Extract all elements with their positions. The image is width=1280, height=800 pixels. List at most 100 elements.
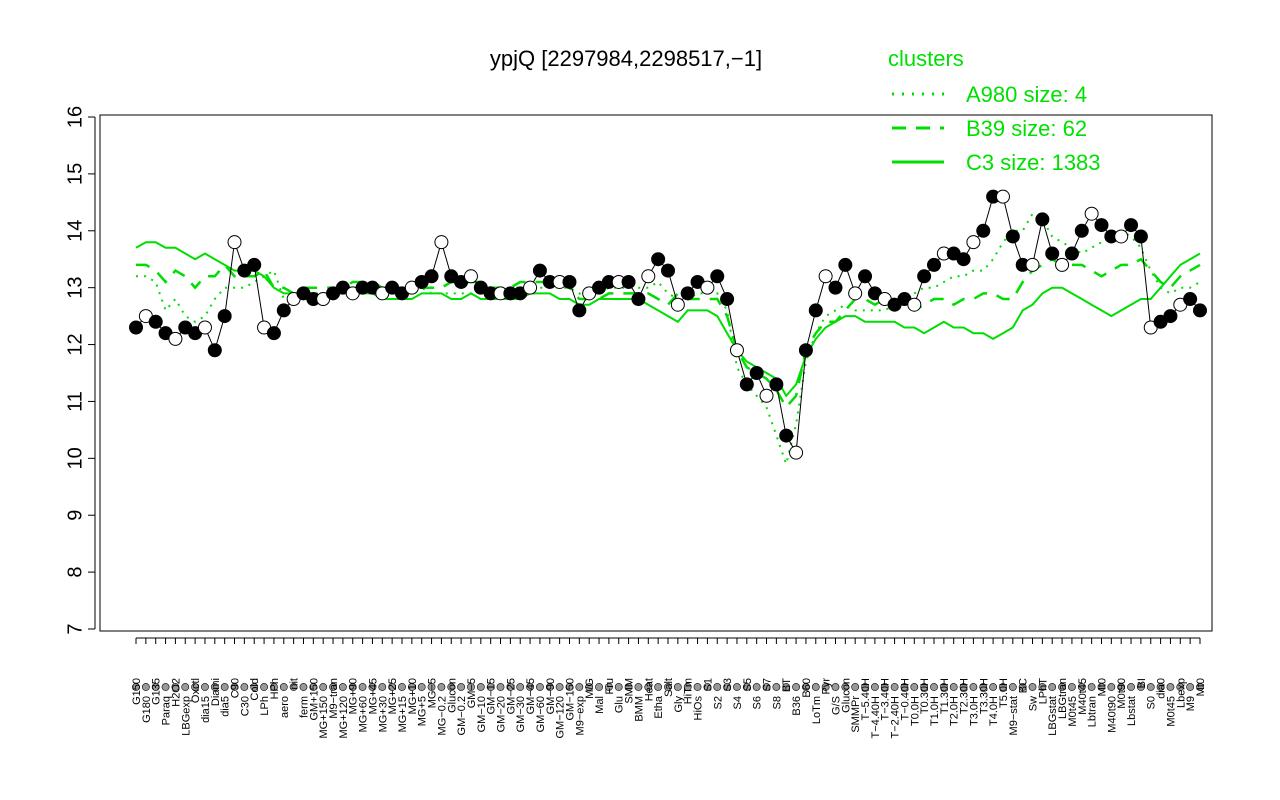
y-tick-label: 12 — [64, 333, 86, 355]
data-point — [779, 428, 794, 443]
y-tick-label: 13 — [64, 277, 86, 299]
x-tick-marker — [1077, 683, 1086, 691]
x-tick-marker — [132, 683, 140, 691]
x-tick-marker — [181, 683, 190, 691]
x-tick-marker — [831, 683, 840, 691]
x-tick-label: Heat — [643, 678, 655, 701]
x-tick-marker — [1136, 683, 1145, 691]
x-tick-label: GM−15 — [486, 678, 498, 714]
x-tick-label: G180 — [141, 696, 153, 723]
x-tick-label: MG+30 — [377, 696, 389, 732]
data-point — [907, 297, 922, 312]
x-tick-label: MG+150 — [318, 696, 330, 739]
x-tick-marker — [141, 683, 150, 691]
x-tick-label: M9−tran — [328, 678, 340, 719]
data-point — [197, 320, 212, 335]
x-tick-marker — [870, 683, 879, 691]
x-tick-marker — [1176, 683, 1185, 691]
x-tick-label: G150 — [131, 678, 143, 705]
data-point — [651, 252, 666, 267]
x-tick-label: C30 — [239, 696, 251, 716]
data-point — [1035, 212, 1050, 227]
data-point — [828, 280, 843, 295]
x-tick-label: GM−45 — [525, 678, 537, 714]
x-tick-label: HPh — [269, 678, 281, 699]
x-tick-label: Diami — [210, 678, 222, 706]
data-point — [1133, 229, 1148, 244]
data-point — [148, 314, 163, 329]
x-tick-marker — [407, 683, 416, 691]
x-tick-marker — [250, 683, 259, 691]
x-tick-marker — [270, 683, 278, 691]
data-point — [710, 269, 725, 284]
legend-label: A980 size: 4 — [966, 82, 1087, 107]
x-tick-label: GM−90 — [545, 678, 557, 714]
x-tick-label: M/G — [584, 678, 596, 699]
x-tick-label: LPh — [259, 696, 271, 716]
x-tick-label: C90 — [230, 678, 242, 698]
x-tick-marker — [920, 683, 929, 691]
point-connector-line — [135, 196, 1201, 455]
y-tick-label: 9 — [64, 510, 86, 521]
x-tick-marker — [1038, 683, 1047, 691]
data-point — [247, 257, 262, 272]
data-point — [976, 223, 991, 238]
data-point — [532, 263, 547, 278]
x-tick-label: T−5.40H — [860, 678, 872, 721]
chart-title: ypjQ [2297984,2298517,−1] — [490, 46, 762, 71]
legend-label: C3 size: 1383 — [966, 150, 1101, 175]
x-tick-marker — [388, 683, 397, 691]
x-tick-label: T0.0H — [909, 696, 921, 726]
x-tick-marker — [733, 683, 741, 691]
x-tick-marker — [299, 683, 308, 691]
x-tick-marker — [762, 683, 771, 691]
x-tick-marker — [654, 683, 663, 691]
data-point — [927, 257, 941, 272]
x-tick-label: MG−5 — [427, 678, 439, 708]
data-point — [848, 286, 863, 301]
x-tick-label: MG+25 — [387, 678, 399, 714]
data-point — [1055, 257, 1070, 272]
series-lines — [135, 212, 1201, 468]
data-point — [858, 269, 873, 284]
x-tick-label: BMM — [633, 696, 645, 722]
x-tick-label: S1 — [702, 678, 714, 691]
x-tick-marker — [969, 683, 978, 691]
x-tick-label: S0 — [1146, 696, 1158, 709]
x-tick-marker — [1028, 683, 1037, 691]
x-tick-label: T2.0H — [949, 696, 961, 726]
x-tick-marker — [1146, 683, 1155, 691]
x-tick-label: dia15 — [200, 696, 212, 723]
x-tick-label: BC — [1018, 678, 1030, 693]
x-tick-marker — [496, 683, 505, 691]
x-tick-marker — [772, 683, 781, 691]
x-tick-label: M0t90 — [1116, 678, 1128, 709]
x-tick-label: S3 — [722, 678, 734, 691]
x-tick-label: T1.0H — [929, 696, 941, 726]
x-tick-marker — [1087, 683, 1096, 691]
series-line-dashed — [136, 257, 1201, 410]
data-point — [700, 280, 715, 295]
x-tick-label: MG+90 — [348, 678, 360, 714]
x-tick-label: dia0 — [1156, 678, 1168, 699]
data-point — [966, 235, 981, 250]
x-tick-label: LBGexp — [180, 696, 192, 736]
x-tick-marker — [171, 683, 180, 691]
x-tick-label: MG+5 — [417, 696, 429, 726]
x-tick-label: GM−5 — [466, 678, 478, 708]
x-tick-marker — [1058, 683, 1066, 691]
x-tick-label: Lbtran — [1087, 696, 1099, 727]
x-tick-label: Lbexp — [1175, 678, 1187, 708]
data-point — [434, 235, 449, 250]
x-tick-label: SMM — [624, 678, 636, 704]
x-tick-label: S4 — [732, 696, 744, 709]
data-point — [227, 235, 242, 250]
x-tick-marker — [703, 683, 712, 691]
data-point — [1005, 229, 1020, 244]
x-tick-marker — [979, 683, 988, 691]
data-point — [1163, 309, 1178, 324]
x-tick-label: GM−25 — [505, 678, 517, 714]
x-tick-label: T0.30H — [919, 678, 931, 714]
x-tick-marker — [890, 683, 899, 691]
